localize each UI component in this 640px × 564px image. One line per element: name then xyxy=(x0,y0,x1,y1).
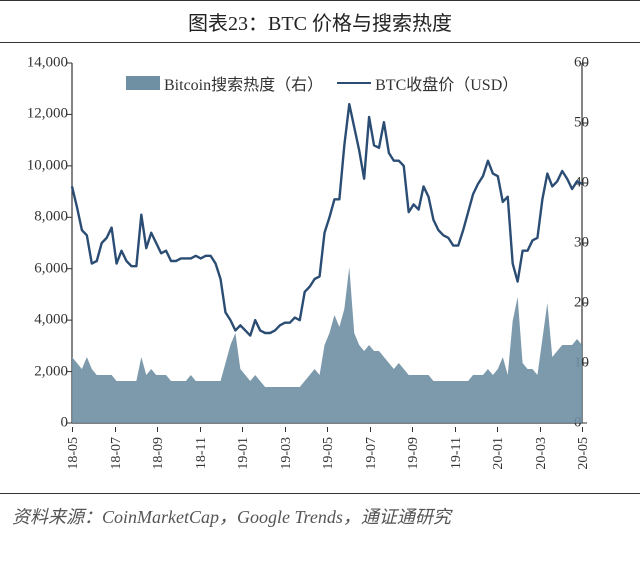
area-series xyxy=(72,267,582,423)
chart-svg xyxy=(72,63,582,423)
ytick-left: 4,000 xyxy=(8,312,68,329)
ytick-left: 6,000 xyxy=(8,260,68,277)
line-series xyxy=(72,104,582,335)
xtick: 20-05 xyxy=(576,437,592,470)
ytick-left: 2,000 xyxy=(8,363,68,380)
area-swatch-icon xyxy=(126,76,160,90)
source-citation: 资料来源：CoinMarketCap，Google Trends，通证通研究 xyxy=(0,493,640,533)
xtick: 19-07 xyxy=(364,437,380,470)
xtick: 19-09 xyxy=(406,437,422,470)
xtick: 18-05 xyxy=(66,437,82,470)
xtick: 18-09 xyxy=(151,437,167,470)
ytick-left: 12,000 xyxy=(8,106,68,123)
ytick-left: 14,000 xyxy=(8,55,68,72)
xtick: 19-01 xyxy=(236,437,252,470)
chart-title: 图表23：BTC 价格与搜索热度 xyxy=(0,7,640,36)
xtick: 20-01 xyxy=(491,437,507,470)
x-axis: 18-0518-0718-0918-1119-0119-0319-0519-07… xyxy=(72,427,582,487)
legend-item-area: Bitcoin搜索热度（右） xyxy=(126,71,323,95)
xtick: 19-05 xyxy=(321,437,337,470)
xtick: 18-07 xyxy=(109,437,125,470)
xtick: 19-03 xyxy=(279,437,295,470)
legend-item-line: BTC收盘价（USD） xyxy=(337,71,518,95)
xtick: 18-11 xyxy=(194,437,210,469)
line-swatch-icon xyxy=(337,82,371,84)
legend-line-label: BTC收盘价（USD） xyxy=(375,71,518,95)
ytick-left: 10,000 xyxy=(8,157,68,174)
ytick-left: 8,000 xyxy=(8,209,68,226)
xtick: 19-11 xyxy=(449,437,465,469)
y-axis-left: 02,0004,0006,0008,00010,00012,00014,000 xyxy=(8,63,68,423)
legend-area-label: Bitcoin搜索热度（右） xyxy=(164,71,323,95)
xtick: 20-03 xyxy=(534,437,550,470)
plot-area xyxy=(72,63,582,423)
chart-title-bar: 图表23：BTC 价格与搜索热度 xyxy=(0,0,640,43)
ytick-left: 0 xyxy=(8,415,68,432)
legend: Bitcoin搜索热度（右） BTC收盘价（USD） xyxy=(126,71,518,95)
chart-container: 02,0004,0006,0008,00010,00012,00014,000 … xyxy=(0,43,640,493)
